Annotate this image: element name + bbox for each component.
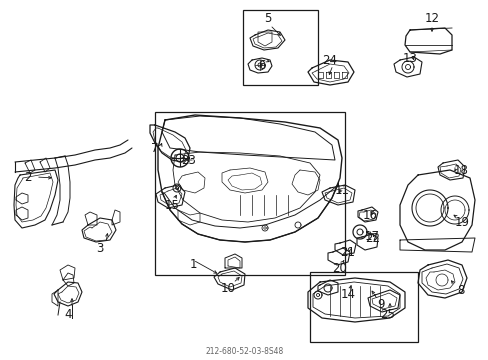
Text: 8: 8 <box>456 284 464 297</box>
Text: 12: 12 <box>424 12 439 24</box>
Text: 15: 15 <box>164 198 179 212</box>
Text: 13: 13 <box>402 51 417 64</box>
Text: 20: 20 <box>332 261 347 274</box>
Bar <box>155 112 345 275</box>
Text: 16: 16 <box>362 208 377 221</box>
Bar <box>243 10 317 85</box>
Text: 212-680-52-03-8S48: 212-680-52-03-8S48 <box>205 347 283 356</box>
Text: 25: 25 <box>380 309 395 321</box>
Text: 10: 10 <box>220 283 235 296</box>
Text: 17: 17 <box>364 230 379 243</box>
Text: 24: 24 <box>322 54 337 67</box>
Text: 3: 3 <box>96 242 103 255</box>
Text: 4: 4 <box>64 309 72 321</box>
Text: 19: 19 <box>453 216 468 229</box>
Text: 9: 9 <box>376 298 384 311</box>
Text: 22: 22 <box>365 231 380 244</box>
Text: 1: 1 <box>189 258 196 271</box>
Text: 14: 14 <box>340 288 355 302</box>
Text: 21: 21 <box>340 247 355 260</box>
Bar <box>309 272 417 342</box>
Text: 23: 23 <box>181 153 196 166</box>
Text: 5: 5 <box>264 12 271 24</box>
Text: 7: 7 <box>151 141 159 154</box>
Text: 11: 11 <box>334 184 349 197</box>
Text: 6: 6 <box>258 59 265 72</box>
Text: 18: 18 <box>453 163 468 176</box>
Text: 2: 2 <box>24 171 32 184</box>
